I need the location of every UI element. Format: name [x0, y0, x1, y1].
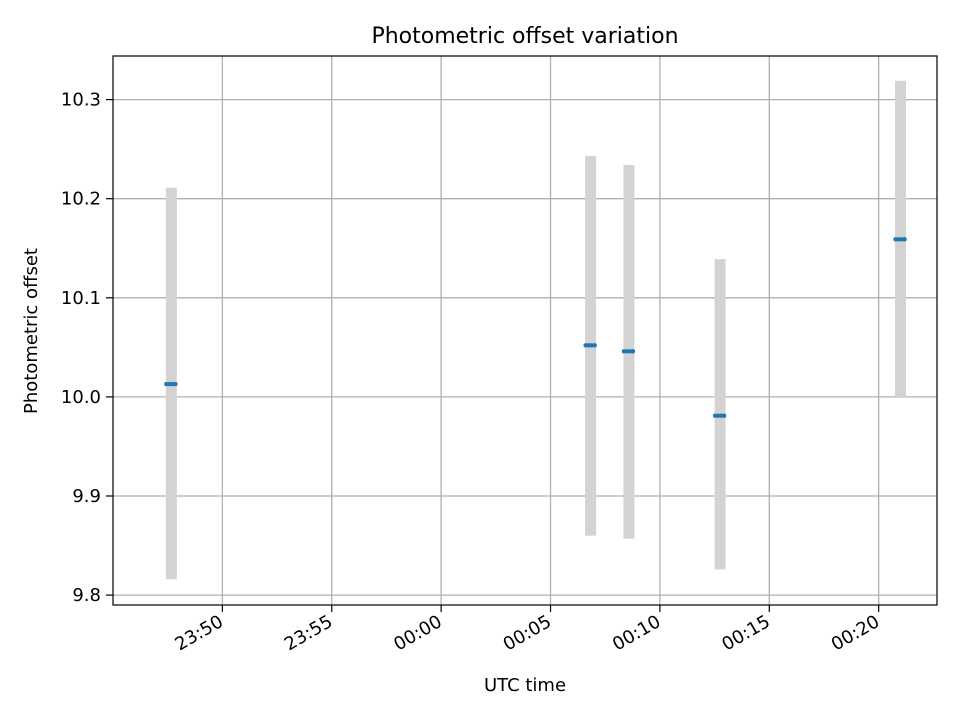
data-point-marker — [592, 343, 597, 348]
data-point — [893, 237, 907, 242]
y-tick-label: 10.3 — [61, 90, 101, 111]
plot-frame — [112, 55, 938, 606]
data-point-marker — [902, 237, 907, 242]
data-point — [164, 381, 178, 387]
data-point-marker — [630, 349, 636, 354]
y-tick-label: 9.8 — [72, 585, 101, 606]
data-point — [583, 343, 597, 348]
y-tick-label: 10.1 — [61, 288, 101, 309]
data-point — [712, 413, 727, 418]
data-point — [621, 349, 636, 354]
x-axis-label: UTC time — [484, 675, 566, 696]
y-axis-label: Photometric offset — [21, 248, 42, 414]
y-tick-label: 10.0 — [61, 387, 101, 408]
data-point-marker — [173, 381, 178, 387]
data-point-marker — [721, 413, 727, 418]
y-tick-label: 9.9 — [72, 486, 101, 507]
y-tick-label: 10.2 — [61, 189, 101, 210]
grid — [113, 56, 937, 605]
data-marks — [164, 80, 907, 580]
chart-title: Photometric offset variation — [371, 24, 678, 49]
